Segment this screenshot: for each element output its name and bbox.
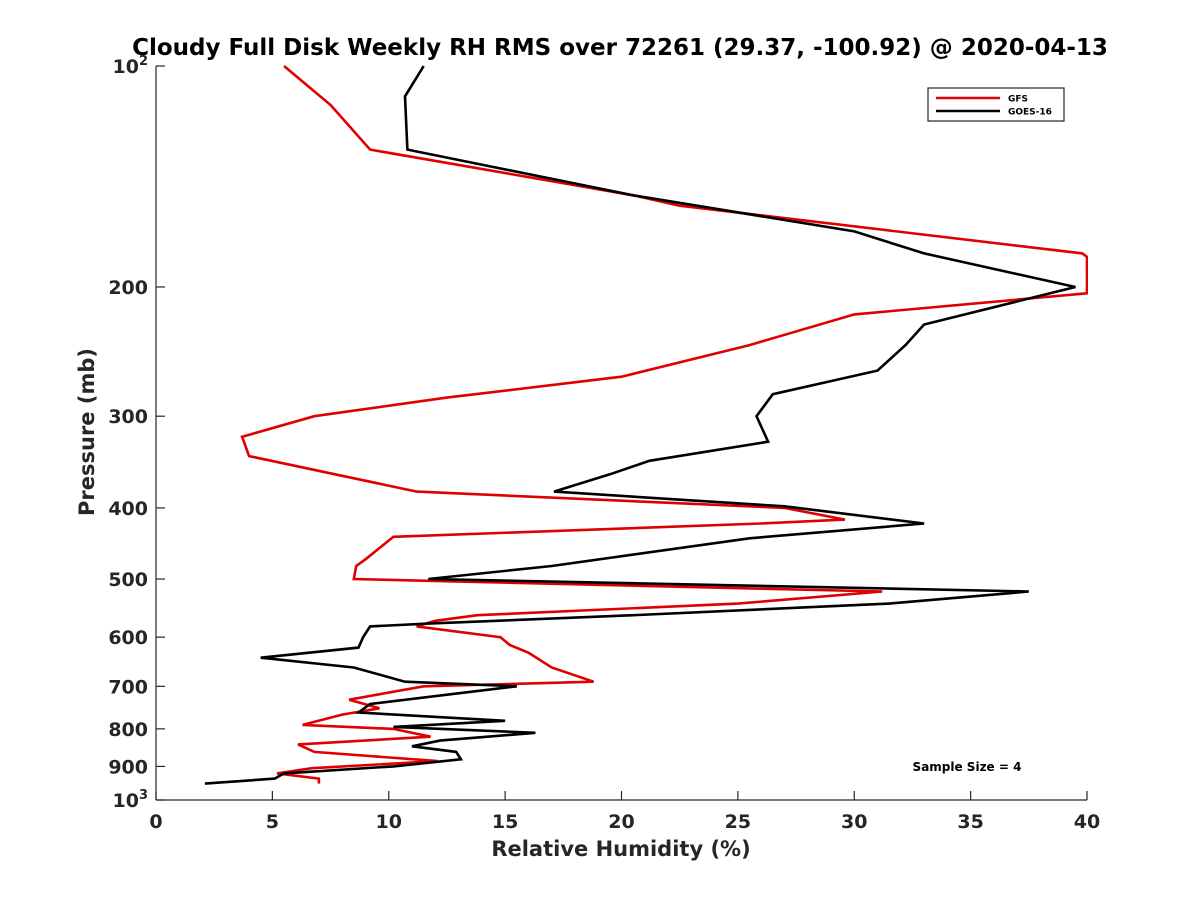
series-layer xyxy=(204,65,1088,785)
y-tick-label: 200 xyxy=(108,277,148,299)
y-tick-label: 700 xyxy=(108,676,148,698)
y-tick-label: 800 xyxy=(108,719,148,741)
y-tick-label: 500 xyxy=(108,569,148,591)
y-tick-label: 103 xyxy=(113,788,149,812)
legend: GFS GOES-16 xyxy=(927,87,1065,122)
x-tick-label: 5 xyxy=(266,811,279,833)
x-tick-label: 0 xyxy=(149,811,162,833)
x-tick-label: 20 xyxy=(608,811,634,833)
x-tick-label: 10 xyxy=(376,811,402,833)
x-axis-label: Relative Humidity (%) xyxy=(491,837,750,861)
x-tick-label: 25 xyxy=(725,811,751,833)
x-tick-label: 30 xyxy=(841,811,867,833)
y-axis-label: Pressure (mb) xyxy=(75,348,99,516)
axes: 0 5 10 15 20 25 30 35 40 102 200 300 400 500 600 700 800… xyxy=(108,54,1100,833)
x-tick-label: 35 xyxy=(957,811,983,833)
y-tick-label: 600 xyxy=(108,627,148,649)
y-tick-label: 102 xyxy=(113,54,149,78)
series-line-goes-16 xyxy=(204,65,1076,785)
legend-box xyxy=(927,87,1065,122)
y-tick-label: 900 xyxy=(108,756,148,778)
legend-label: GFS xyxy=(1008,95,1028,105)
y-tick-label: 400 xyxy=(108,498,148,520)
y-tick-label: 300 xyxy=(108,406,148,428)
legend-label: GOES-16 xyxy=(1008,108,1052,118)
chart-title: Cloudy Full Disk Weekly RH RMS over 7226… xyxy=(132,35,1108,61)
x-tick-label: 15 xyxy=(492,811,518,833)
sample-size-annotation: Sample Size = 4 xyxy=(913,760,1022,774)
series-line-gfs xyxy=(240,65,1088,784)
x-tick-label: 40 xyxy=(1074,811,1100,833)
